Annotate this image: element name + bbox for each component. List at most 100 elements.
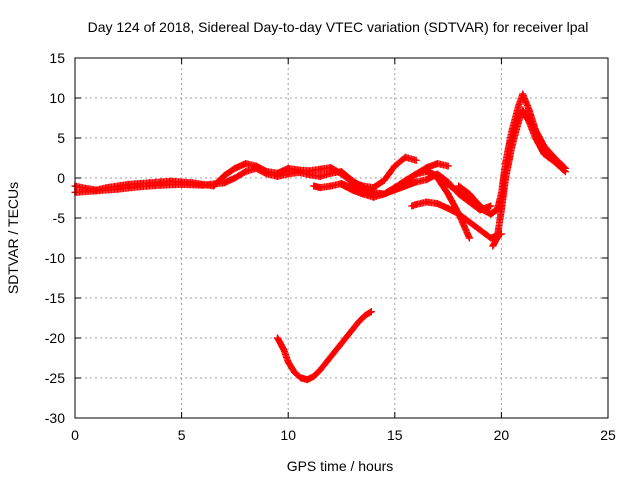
data-point	[274, 172, 282, 180]
data-point	[231, 164, 239, 172]
grid-lines	[75, 58, 608, 418]
data-point	[369, 193, 377, 201]
data-point	[342, 334, 350, 342]
data-point	[348, 186, 356, 194]
data-point	[316, 165, 324, 173]
data-point	[465, 218, 473, 226]
data-point	[391, 162, 399, 170]
data-point	[367, 308, 375, 316]
data-point	[242, 160, 250, 168]
data-point	[391, 184, 399, 192]
data-point	[291, 368, 299, 376]
data-point	[519, 106, 527, 114]
y-tick-label: -20	[45, 330, 65, 346]
data-point	[423, 198, 431, 206]
data-point	[412, 170, 420, 178]
data-point	[335, 342, 343, 350]
data-point	[114, 185, 122, 193]
data-point	[401, 153, 409, 161]
data-point	[284, 170, 292, 178]
data-point	[316, 366, 324, 374]
data-point	[401, 176, 409, 184]
data-point	[327, 169, 335, 177]
data-point	[412, 200, 420, 208]
data-point	[316, 172, 324, 180]
data-point	[561, 168, 569, 176]
data-point	[514, 118, 522, 126]
series-track-7	[455, 90, 569, 218]
data-point	[508, 142, 516, 150]
data-point	[92, 187, 100, 195]
x-tick-label: 20	[494, 427, 510, 443]
data-point	[274, 334, 282, 342]
data-point	[359, 190, 367, 198]
x-axis-label: GPS time / hours	[287, 458, 394, 474]
chart-title: Day 124 of 2018, Sidereal Day-to-day VTE…	[88, 19, 589, 35]
plot-frame	[74, 57, 609, 419]
data-point	[540, 150, 548, 158]
x-tick-label: 5	[178, 427, 186, 443]
data-point	[502, 174, 510, 182]
data-point	[263, 170, 271, 178]
data-point	[532, 134, 540, 142]
data-point	[487, 234, 495, 242]
x-tick-label: 25	[600, 427, 616, 443]
data-point	[487, 202, 495, 210]
data-point	[525, 118, 533, 126]
data-point	[327, 182, 335, 190]
data-series	[71, 90, 569, 384]
data-point	[310, 182, 318, 190]
data-point	[497, 206, 505, 214]
data-point	[433, 160, 441, 168]
series-track-9	[274, 308, 375, 384]
data-point	[297, 374, 305, 382]
data-point	[551, 158, 559, 166]
y-tick-label: -5	[53, 210, 66, 226]
data-point	[487, 210, 495, 218]
data-point	[465, 234, 473, 242]
data-point	[455, 182, 463, 190]
data-point	[476, 202, 484, 210]
data-point	[433, 200, 441, 208]
data-point	[412, 156, 420, 164]
data-point	[199, 181, 207, 189]
x-tick-label: 15	[387, 427, 403, 443]
series-track-8	[489, 106, 569, 250]
series-markers	[274, 308, 375, 384]
y-tick-label: -30	[45, 410, 65, 426]
y-tick-label: -25	[45, 370, 65, 386]
data-point	[348, 176, 356, 184]
data-point	[252, 164, 260, 172]
data-point	[412, 178, 420, 186]
data-point	[380, 176, 388, 184]
data-point	[423, 176, 431, 184]
data-point	[220, 179, 228, 187]
y-axis-label: SDTVAR / TECUs	[5, 182, 21, 294]
data-point	[380, 190, 388, 198]
data-point	[284, 358, 292, 366]
data-point	[295, 168, 303, 176]
data-point	[455, 188, 463, 196]
y-tick-label: -10	[45, 250, 65, 266]
data-point	[310, 372, 318, 380]
data-point	[433, 174, 441, 182]
series-track-6	[423, 166, 473, 242]
data-point	[178, 180, 186, 188]
data-point	[423, 166, 431, 174]
data-point	[242, 168, 250, 176]
data-point	[525, 106, 533, 114]
data-point	[323, 358, 331, 366]
data-point	[455, 210, 463, 218]
data-point	[361, 312, 369, 320]
data-point	[514, 102, 522, 110]
data-point	[329, 350, 337, 358]
data-point	[444, 162, 452, 170]
data-point	[519, 90, 527, 98]
y-tick-label: -15	[45, 290, 65, 306]
x-tick-label: 10	[280, 427, 296, 443]
data-point	[280, 346, 288, 354]
data-point	[306, 171, 314, 179]
data-point	[489, 242, 497, 250]
data-point	[493, 234, 501, 242]
